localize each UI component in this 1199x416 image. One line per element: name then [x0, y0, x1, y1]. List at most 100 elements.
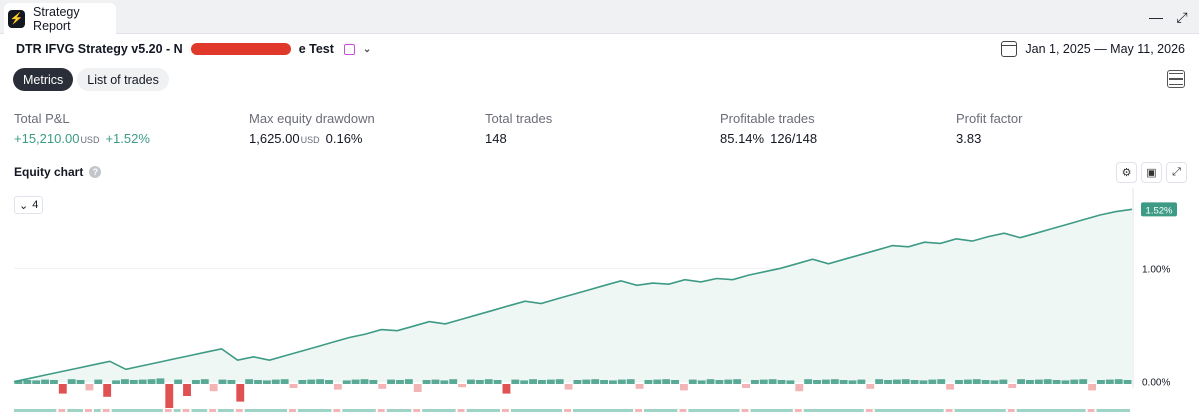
metric-value: 148: [485, 131, 507, 146]
loss-bar: [458, 384, 467, 388]
metrics-summary: Total P&L +15,210.00USD +1.52% Max equity…: [14, 111, 1194, 151]
win-streak: [297, 409, 332, 412]
strategy-selector[interactable]: DTR IFVG Strategy v5.20 - N e Test ⌄: [16, 42, 371, 56]
loss-streak: [413, 409, 421, 412]
win-bar: [582, 379, 591, 384]
fullscreen-icon[interactable]: ⤢: [1166, 162, 1187, 183]
loss-bar: [378, 384, 387, 389]
win-bar: [1070, 379, 1079, 384]
metric-label: Total P&L: [14, 111, 70, 126]
win-bar: [830, 379, 839, 384]
loss-bar: [85, 384, 94, 391]
window-titlebar: ⚡ Strategy Report — ⤢: [0, 0, 1199, 34]
metric-label: Profit factor: [956, 111, 1023, 126]
win-bar: [351, 379, 360, 384]
win-streak: [191, 409, 208, 412]
win-bar: [316, 379, 325, 384]
win-bar: [608, 380, 617, 384]
win-bar: [662, 379, 671, 384]
win-bar: [644, 380, 653, 384]
loss-bar: [413, 384, 422, 392]
help-icon[interactable]: ?: [89, 166, 102, 178]
win-bar: [715, 380, 724, 384]
loss-streak: [289, 409, 296, 412]
win-bar: [245, 379, 254, 384]
win-streak: [954, 409, 1006, 412]
loss-streak: [457, 409, 465, 412]
loss-streak: [164, 409, 172, 412]
equity-line: [13, 208, 1133, 383]
loss-streak: [1087, 409, 1095, 412]
win-bar: [23, 380, 32, 384]
win-bar: [821, 379, 830, 384]
win-streak: [466, 409, 501, 412]
win-bar: [529, 379, 538, 384]
loss-bar: [103, 384, 112, 397]
win-bar: [937, 379, 946, 384]
chart-toolbar: ⚙ ▣ ⤢: [1116, 162, 1187, 183]
metric-total-pnl: Total P&L +15,210.00USD +1.52%: [14, 111, 150, 146]
tab-metrics[interactable]: Metrics: [13, 68, 74, 91]
loss-streak: [564, 409, 571, 412]
loss-bar: [1008, 384, 1017, 388]
win-streak: [173, 409, 181, 412]
redacted-block: [190, 43, 291, 55]
win-bar: [191, 380, 200, 384]
equity-chart-label: Equity chart: [14, 165, 84, 179]
win-bar: [1017, 379, 1026, 384]
camera-icon[interactable]: ▣: [1141, 162, 1162, 183]
layout-menu-icon[interactable]: [1167, 70, 1185, 88]
win-bar: [813, 380, 821, 384]
win-bar: [1105, 379, 1114, 384]
minimize-icon[interactable]: —: [1149, 9, 1163, 25]
report-tabs: Metrics List of trades: [13, 68, 169, 91]
win-bar: [804, 379, 813, 384]
loss-streak: [502, 409, 509, 412]
loss-bar: [946, 384, 955, 390]
win-bar: [449, 379, 458, 384]
maximize-icon[interactable]: ⤢: [1176, 8, 1188, 25]
loss-bar: [209, 384, 218, 392]
metric-unit: USD: [300, 135, 320, 145]
win-streak: [111, 409, 163, 412]
win-streak: [750, 409, 793, 412]
win-streak: [14, 409, 57, 412]
metric-pct: 85.14%: [720, 131, 765, 146]
win-bar: [307, 379, 316, 384]
loss-streak: [794, 409, 802, 412]
collapse-count: 4: [32, 199, 39, 211]
win-bar: [955, 380, 963, 384]
win-bar: [1061, 380, 1070, 384]
tab-strategy-report[interactable]: ⚡ Strategy Report: [4, 3, 116, 34]
equity-area: [14, 209, 1132, 382]
metric-unit: USD: [80, 135, 100, 145]
tab-list-of-trades[interactable]: List of trades: [77, 68, 169, 91]
win-bar: [777, 380, 786, 384]
loss-bar: [1088, 384, 1097, 391]
win-streak: [93, 409, 101, 412]
loss-bar: [502, 384, 511, 394]
win-streak: [1096, 409, 1130, 412]
loss-streak: [377, 409, 385, 412]
win-bar: [671, 380, 679, 384]
loss-bar: [635, 384, 644, 389]
collapse-toggle[interactable]: ⌄ 4: [14, 196, 44, 214]
win-bar: [555, 379, 564, 384]
win-bar: [32, 380, 41, 384]
loss-streak: [58, 409, 66, 412]
win-bar: [520, 380, 529, 384]
date-range-picker[interactable]: Jan 1, 2025 — May 11, 2026: [1001, 41, 1185, 57]
metric-label: Total trades: [485, 111, 553, 126]
chevron-down-icon: ⌄: [19, 199, 29, 212]
loss-streak: [865, 409, 873, 412]
chevron-down-icon: ⌄: [362, 43, 372, 55]
win-bar: [369, 380, 378, 384]
win-bar: [892, 379, 901, 384]
win-bar: [1026, 380, 1034, 384]
win-streak: [422, 409, 456, 412]
win-bar: [750, 380, 759, 384]
win-bar: [67, 379, 76, 384]
loss-bar: [564, 384, 573, 390]
loss-bar: [183, 384, 191, 396]
settings-icon[interactable]: ⚙: [1116, 162, 1137, 183]
